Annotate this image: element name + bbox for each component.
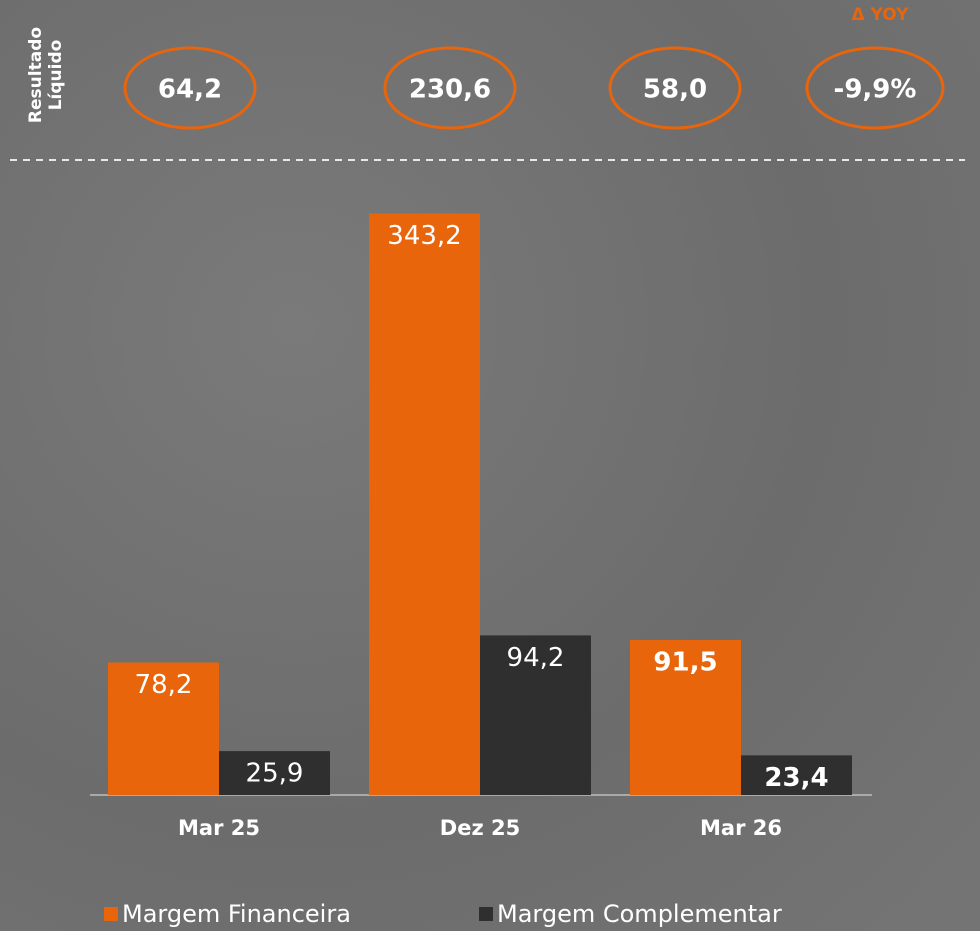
value-ellipse	[123, 46, 257, 130]
value-label: 343,2	[387, 221, 461, 251]
value-label: 91,5	[653, 647, 717, 677]
legend-swatch	[104, 907, 118, 921]
yoy-ellipse	[805, 46, 945, 130]
net-income-label: 64,2	[158, 75, 222, 105]
value-ellipse	[383, 46, 517, 130]
value-label: 23,4	[764, 763, 828, 793]
legend-label: Margem Complementar	[497, 900, 782, 928]
yoy-title: Δ YOY	[852, 5, 910, 25]
row-label: Líquido	[46, 40, 66, 111]
net-income-label: 230,6	[409, 75, 491, 105]
bar	[219, 751, 330, 795]
yoy-label: -9,9%	[834, 75, 917, 105]
net-income-label: 58,0	[643, 75, 707, 105]
x-tick-label: Mar 25	[178, 816, 260, 840]
value-ellipse	[608, 46, 742, 130]
value-label: 94,2	[507, 643, 565, 673]
x-tick-label: Dez 25	[440, 816, 520, 840]
value-label: 25,9	[246, 759, 304, 789]
bar	[480, 635, 591, 795]
legend-swatch	[479, 907, 493, 921]
bar	[108, 662, 219, 795]
bar	[369, 213, 480, 796]
bar	[741, 755, 852, 795]
value-label: 78,2	[135, 670, 193, 700]
legend-label: Margem Financeira	[122, 900, 351, 928]
bar	[630, 639, 741, 795]
row-label: Resultado	[26, 27, 46, 123]
x-tick-label: Mar 26	[700, 816, 782, 840]
